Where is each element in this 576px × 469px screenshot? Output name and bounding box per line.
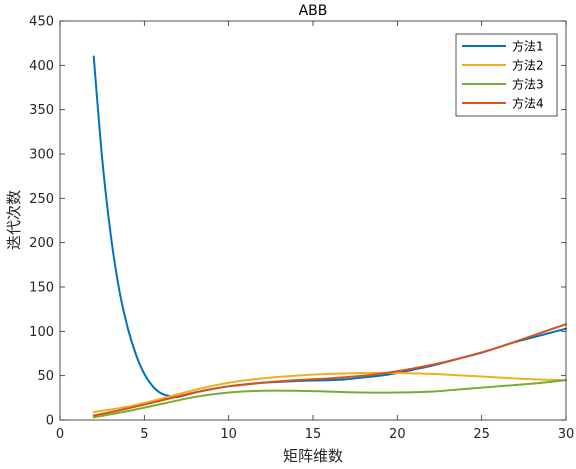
y-tick-label: 100 — [29, 325, 54, 340]
y-tick-label: 400 — [29, 59, 54, 74]
y-tick-label: 350 — [29, 103, 54, 118]
x-axis: 0 5 10 15 20 25 30 — [56, 21, 574, 442]
series-line-4 — [92, 323, 567, 417]
x-tick-label: 0 — [56, 427, 64, 442]
y-tick-label: 250 — [29, 192, 54, 207]
x-tick-label: 30 — [558, 427, 575, 442]
series-layer — [92, 55, 567, 419]
y-tick-label: 450 — [29, 15, 54, 30]
x-tick-label: 15 — [305, 427, 322, 442]
series-line-2 — [92, 371, 567, 414]
legend-entry-1: 方法1 — [512, 39, 544, 54]
y-tick-label: 300 — [29, 148, 54, 163]
y-axis-label: 迭代次数 — [5, 190, 23, 250]
x-tick-label: 20 — [389, 427, 406, 442]
series-line-3 — [92, 379, 567, 419]
y-axis: 0 50 100 150 200 250 300 350 400 450 — [29, 15, 566, 429]
x-tick-label: 5 — [140, 427, 148, 442]
y-tick-label: 0 — [46, 414, 54, 429]
y-tick-label: 150 — [29, 281, 54, 296]
y-tick-label: 50 — [37, 369, 54, 384]
x-tick-label: 25 — [473, 427, 490, 442]
y-tick-label: 200 — [29, 236, 54, 251]
x-axis-label: 矩阵维数 — [283, 447, 343, 465]
legend-entry-3: 方法3 — [512, 77, 544, 92]
legend-entry-4: 方法4 — [512, 96, 544, 111]
legend: 方法1 方法2 方法3 方法4 — [455, 33, 558, 117]
chart-title: ABB — [299, 3, 328, 19]
x-tick-label: 10 — [220, 427, 237, 442]
legend-entry-2: 方法2 — [512, 58, 544, 73]
